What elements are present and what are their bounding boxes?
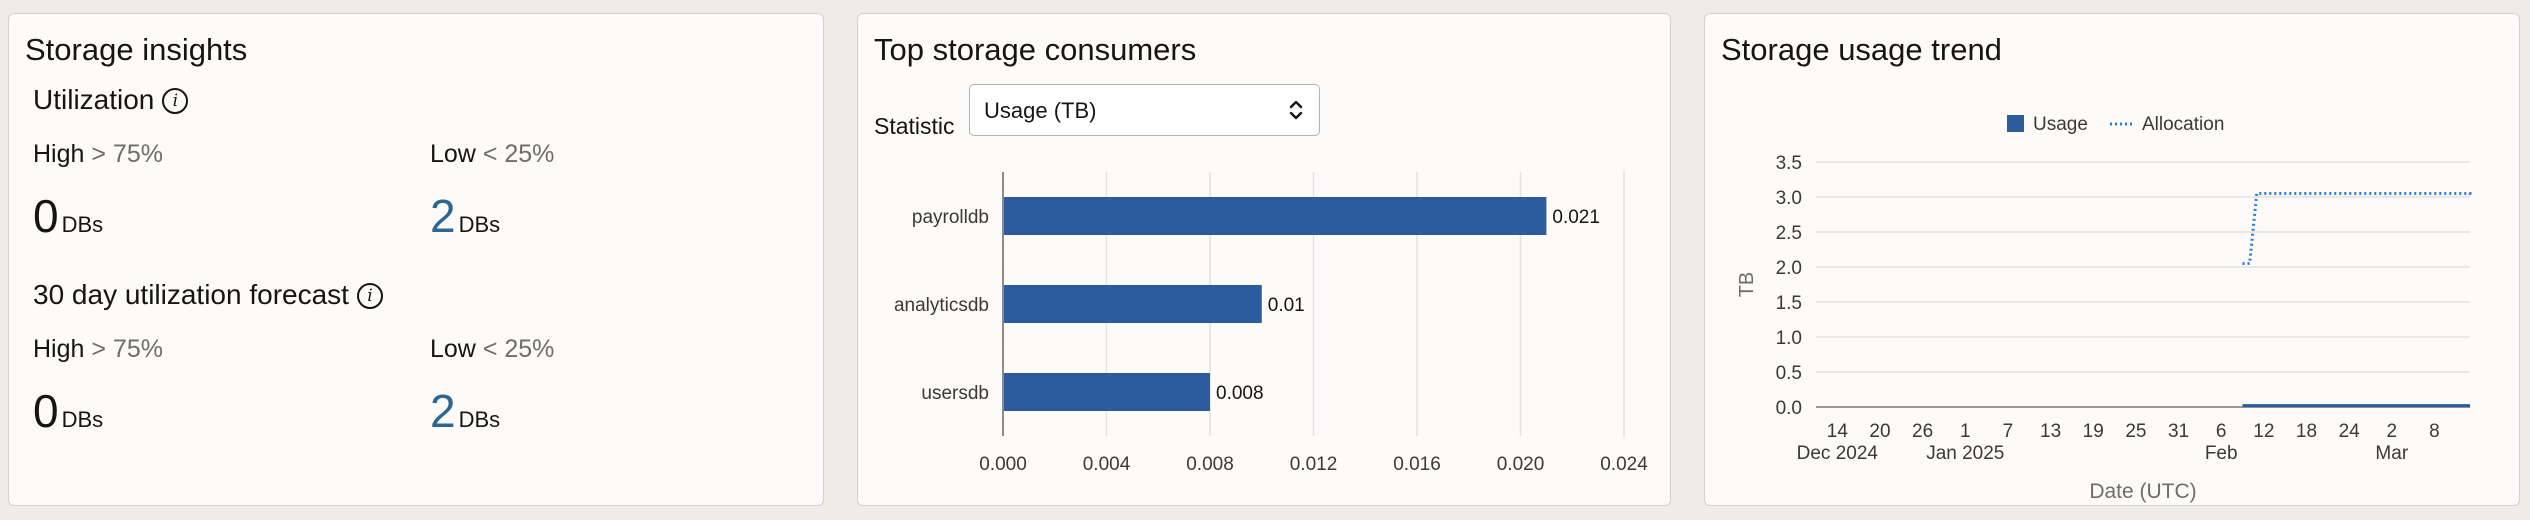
count-value: 0 [33,385,59,437]
data-label: 0.008 [1216,383,1264,404]
card-title: Storage insights [25,32,248,67]
x-tick-label: 25 [2125,421,2146,442]
x-tick-label: 26 [1912,421,1933,442]
count-unit: DBs [458,212,501,237]
chevron-up-down-icon [1289,100,1303,120]
x-tick-label: 19 [2083,421,2104,442]
threshold-label: Low [430,335,476,363]
x-tick-label: 0.024 [1600,454,1648,475]
bar[interactable] [1004,197,1547,235]
forecast-low-threshold: Low < 25% [430,335,554,364]
category-label: payrolldb [912,207,989,228]
data-label: 0.01 [1268,295,1305,316]
utilization-low-count[interactable]: 2 DBs [430,189,500,243]
top-storage-consumers-card: Top storage consumers Statistic Usage (T… [857,13,1671,506]
legend-usage-swatch [2007,115,2024,132]
card-title: Top storage consumers [874,32,1197,67]
y-tick-label: 3.0 [1776,188,1802,209]
x-tick-label: 31 [2168,421,2189,442]
data-label: 0.021 [1552,207,1600,228]
x-tick-label: 0.020 [1497,454,1545,475]
x-tick-label: 8 [2429,421,2440,442]
forecast-title: 30 day utilization forecast i [33,279,383,311]
y-tick-label: 0.5 [1776,363,1802,384]
count-value: 0 [33,190,59,242]
storage-usage-trend-chart: Usage Allocation 0.0 0.5 1.0 1.5 2.0 2.5 3.0 3.5 1… [1736,114,2472,503]
forecast-label: 30 day utilization forecast [33,279,349,310]
legend-usage-label[interactable]: Usage [2033,114,2088,135]
threshold-value: > 75% [91,140,163,168]
y-tick-label: 3.5 [1776,153,1802,174]
info-icon[interactable]: i [356,283,383,309]
threshold-value: < 25% [482,140,555,168]
x-tick-label: 1 [1960,421,1971,442]
storage-usage-trend-card: Storage usage trend Usage Allocation 0.0 0.… [1704,13,2520,506]
statistic-select[interactable]: Usage (TB) [969,84,1320,136]
bar[interactable] [1004,285,1262,323]
legend-allocation-label[interactable]: Allocation [2142,114,2224,135]
count-unit: DBs [61,407,104,432]
x-tick-sublabel: Mar [2375,443,2408,464]
series-allocation-line[interactable] [2242,192,2472,265]
x-tick-label: 14 [1827,421,1849,442]
info-icon[interactable]: i [162,88,189,114]
threshold-label: Low [430,140,476,168]
x-tick-label: 13 [2040,421,2061,442]
y-axis-title: TB [1736,272,1758,298]
count-unit: DBs [61,212,104,237]
forecast-high-threshold: High > 75% [33,335,163,364]
x-tick-label: 18 [2296,421,2317,442]
utilization-label: Utilization [33,84,155,115]
threshold-label: High [33,140,85,168]
y-tick-label: 2.5 [1776,223,1802,244]
x-tick-sublabel: Feb [2205,443,2238,464]
threshold-value: < 25% [482,335,555,363]
x-tick-label: 24 [2339,421,2361,442]
threshold-value: > 75% [91,335,163,363]
top-consumers-bar-chart: 0.000 0.004 0.008 0.012 0.016 0.020 0.024 payro… [894,172,1648,475]
utilization-title: Utilization i [33,84,189,116]
threshold-label: High [33,335,85,363]
statistic-label: Statistic [874,113,955,139]
y-tick-label: 1.5 [1776,293,1802,314]
forecast-low-count[interactable]: 2 DBs [430,384,500,438]
y-tick-label: 0.0 [1776,398,1802,419]
x-tick-label: 6 [2216,421,2227,442]
count-value: 2 [430,190,456,242]
utilization-high-count[interactable]: 0 DBs [33,189,103,243]
x-tick-label: 2 [2387,421,2398,442]
bar[interactable] [1004,373,1210,411]
count-unit: DBs [458,407,501,432]
y-tick-label: 1.0 [1776,328,1802,349]
x-tick-sublabel: Jan 2025 [1926,443,2004,464]
utilization-high-threshold: High > 75% [33,140,163,169]
card-title: Storage usage trend [1721,32,2002,67]
x-tick-label: 7 [2003,421,2014,442]
x-tick-label: 0.008 [1186,454,1234,475]
y-tick-label: 2.0 [1776,258,1802,279]
x-tick-sublabel: Dec 2024 [1797,443,1879,464]
storage-insights-card: Storage insights Utilization i High > 75%… [8,13,824,506]
utilization-low-threshold: Low < 25% [430,140,554,169]
x-tick-label: 20 [1869,421,1890,442]
category-label: analyticsdb [894,295,989,316]
statistic-value: Usage (TB) [984,98,1097,123]
category-label: usersdb [921,383,989,404]
forecast-high-count[interactable]: 0 DBs [33,384,103,438]
x-tick-label: 0.004 [1083,454,1131,475]
x-axis-title: Date (UTC) [2089,480,2196,503]
x-tick-label: 12 [2253,421,2274,442]
x-tick-label: 0.000 [979,454,1027,475]
x-tick-label: 0.016 [1393,454,1441,475]
count-value: 2 [430,385,456,437]
x-tick-label: 0.012 [1290,454,1338,475]
